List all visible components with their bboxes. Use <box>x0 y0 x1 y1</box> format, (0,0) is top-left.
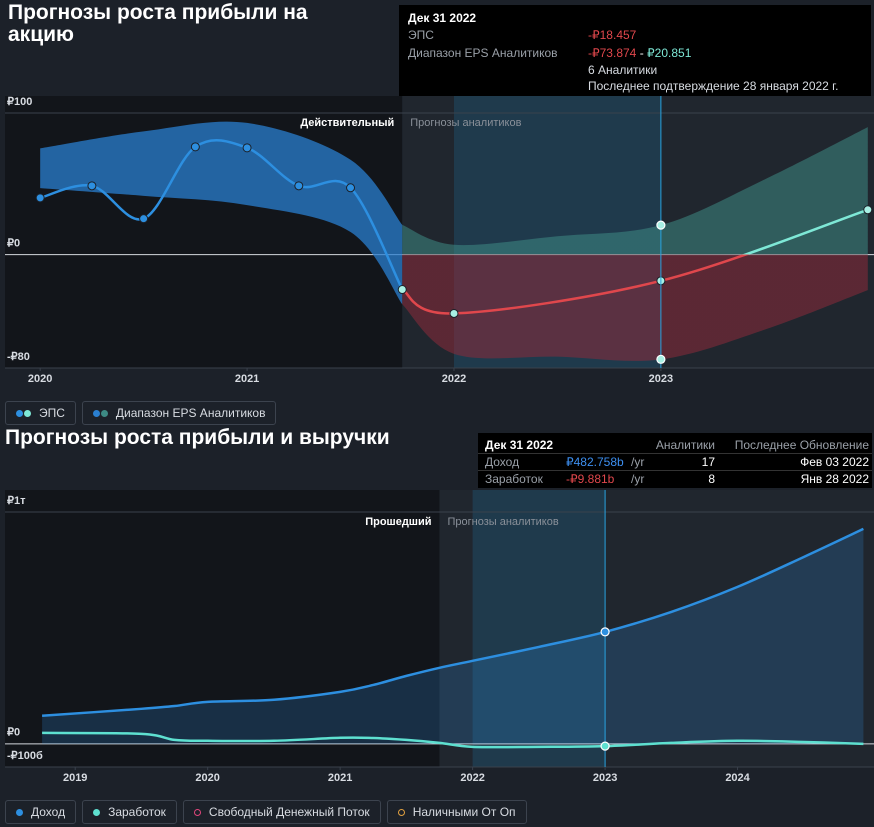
tooltip-header: Аналитики <box>655 438 715 452</box>
tooltip-value: ₽482.758b <box>566 455 624 469</box>
point <box>87 181 97 191</box>
x-tick-label: 2020 <box>195 772 219 784</box>
y-tick-label: ₽0 <box>7 238 20 250</box>
legend-label: Заработок <box>108 805 166 819</box>
legend-label: ЭПС <box>39 406 65 420</box>
chart-title: Прогнозы роста прибыли и выручки <box>5 426 390 449</box>
forecast-region <box>439 490 874 767</box>
crosshair-point <box>600 627 610 637</box>
legend-dot <box>16 808 23 816</box>
line <box>42 527 864 718</box>
area <box>42 528 864 744</box>
range-band <box>40 121 403 305</box>
tooltip: Дек 31 2022 Аналитики Последнее Обновлен… <box>478 433 872 488</box>
y-tick-label: -₽100б <box>7 750 43 762</box>
legend-dot <box>16 409 23 417</box>
legend-dot <box>397 808 405 816</box>
tooltip-value: -₽18.457 <box>588 28 637 42</box>
point <box>294 181 304 191</box>
crosshair-point <box>600 741 610 751</box>
legend-marker <box>397 808 405 816</box>
tooltip-label: ЭПС <box>408 28 434 42</box>
legend-dot <box>24 409 31 417</box>
point <box>242 143 252 153</box>
legend-label: Свободный Денежный Поток <box>208 805 370 819</box>
tooltip-unit: /yr <box>631 472 645 486</box>
x-tick-label: 2021 <box>235 373 259 385</box>
legend-item[interactable]: Доход <box>5 800 77 824</box>
legend-dot <box>193 808 201 816</box>
legend-item[interactable]: Наличными От Оп <box>386 800 527 824</box>
crosshair-highlight <box>472 490 606 767</box>
tooltip-updated: Фев 03 2022 <box>800 455 869 469</box>
tooltip-analysts: 17 <box>701 455 715 469</box>
tooltip-value: ₽20.851 <box>647 46 692 60</box>
y-tick-label: ₽0 <box>7 727 20 739</box>
point <box>190 142 200 152</box>
legend-marker <box>193 808 201 816</box>
legend-marker <box>93 808 101 816</box>
x-tick-label: 2020 <box>28 373 52 385</box>
range-band <box>402 127 868 361</box>
y-tick-label: ₽1т <box>7 495 26 507</box>
chart-title: Прогнозы роста прибыли на акцию <box>8 1 308 46</box>
point <box>863 205 873 215</box>
tooltip-analysts: 6 Аналитики <box>588 63 658 77</box>
period-label: Прогнозы аналитиков <box>448 516 559 528</box>
period-label: Действительный <box>300 117 394 129</box>
x-tick-label: 2021 <box>328 772 352 784</box>
legend: Доход Заработок Свободный Денежный Поток На… <box>5 800 527 824</box>
tooltip-date: Дек 31 2022 <box>408 11 477 25</box>
tooltip-header: Последнее Обновление <box>734 438 869 452</box>
point <box>35 193 45 203</box>
legend-dot <box>92 409 100 417</box>
legend-marker <box>16 808 23 816</box>
tooltip-separator: - <box>639 46 644 60</box>
tooltip-date: Дек 31 2022 <box>485 438 554 452</box>
legend-marker <box>16 409 31 417</box>
tooltip-analysts: 8 <box>708 472 715 486</box>
x-tick-label: 2019 <box>63 772 87 784</box>
period-label: Прошедший <box>365 516 431 528</box>
x-tick-label: 2022 <box>442 373 466 385</box>
legend-marker <box>92 409 108 417</box>
legend-item[interactable]: Заработок <box>82 800 177 824</box>
legend-item[interactable]: ЭПС <box>5 401 76 425</box>
tooltip-updated: Янв 28 2022 <box>800 472 869 486</box>
crosshair-point <box>656 354 666 364</box>
tooltip-unit: /yr <box>631 455 645 469</box>
legend-item[interactable]: Свободный Денежный Поток <box>182 800 381 824</box>
point <box>397 285 407 295</box>
tooltip-confirmed: Последнее подтверждение 28 января 2022 г… <box>588 79 839 93</box>
period-label: Прогнозы аналитиков <box>410 117 521 129</box>
tooltip-label: Диапазон EPS Аналитиков <box>408 46 558 60</box>
legend-dot <box>93 808 101 816</box>
tooltip-label: Доход <box>485 455 520 469</box>
crosshair-point <box>656 220 666 230</box>
line <box>42 731 864 749</box>
legend-label: Доход <box>31 805 66 819</box>
point <box>449 308 459 318</box>
legend: ЭПС Диапазон EPS Аналитиков <box>5 401 277 425</box>
x-tick-label: 2023 <box>649 373 673 385</box>
legend-dot <box>100 409 108 417</box>
x-tick-label: 2022 <box>460 772 484 784</box>
legend-item[interactable]: Диапазон EPS Аналитиков <box>81 401 277 425</box>
x-tick-label: 2024 <box>725 772 750 784</box>
y-tick-label: ₽100 <box>7 96 32 108</box>
tooltip-value: -₽73.874 <box>588 46 637 60</box>
y-tick-label: -₽80 <box>7 351 30 363</box>
line <box>401 208 869 315</box>
point <box>139 214 149 224</box>
legend-label: Диапазон EPS Аналитиков <box>115 406 266 420</box>
legend-label: Наличными От Оп <box>412 805 516 819</box>
tooltip-value: -₽9.881b <box>566 472 615 486</box>
tooltip: Дек 31 2022 ЭПС -₽18.457 Диапазон EPS Ан… <box>399 5 871 96</box>
x-tick-label: 2023 <box>593 772 617 784</box>
actual-region <box>5 490 440 767</box>
tooltip-label: Заработок <box>485 472 543 486</box>
point <box>346 183 356 193</box>
